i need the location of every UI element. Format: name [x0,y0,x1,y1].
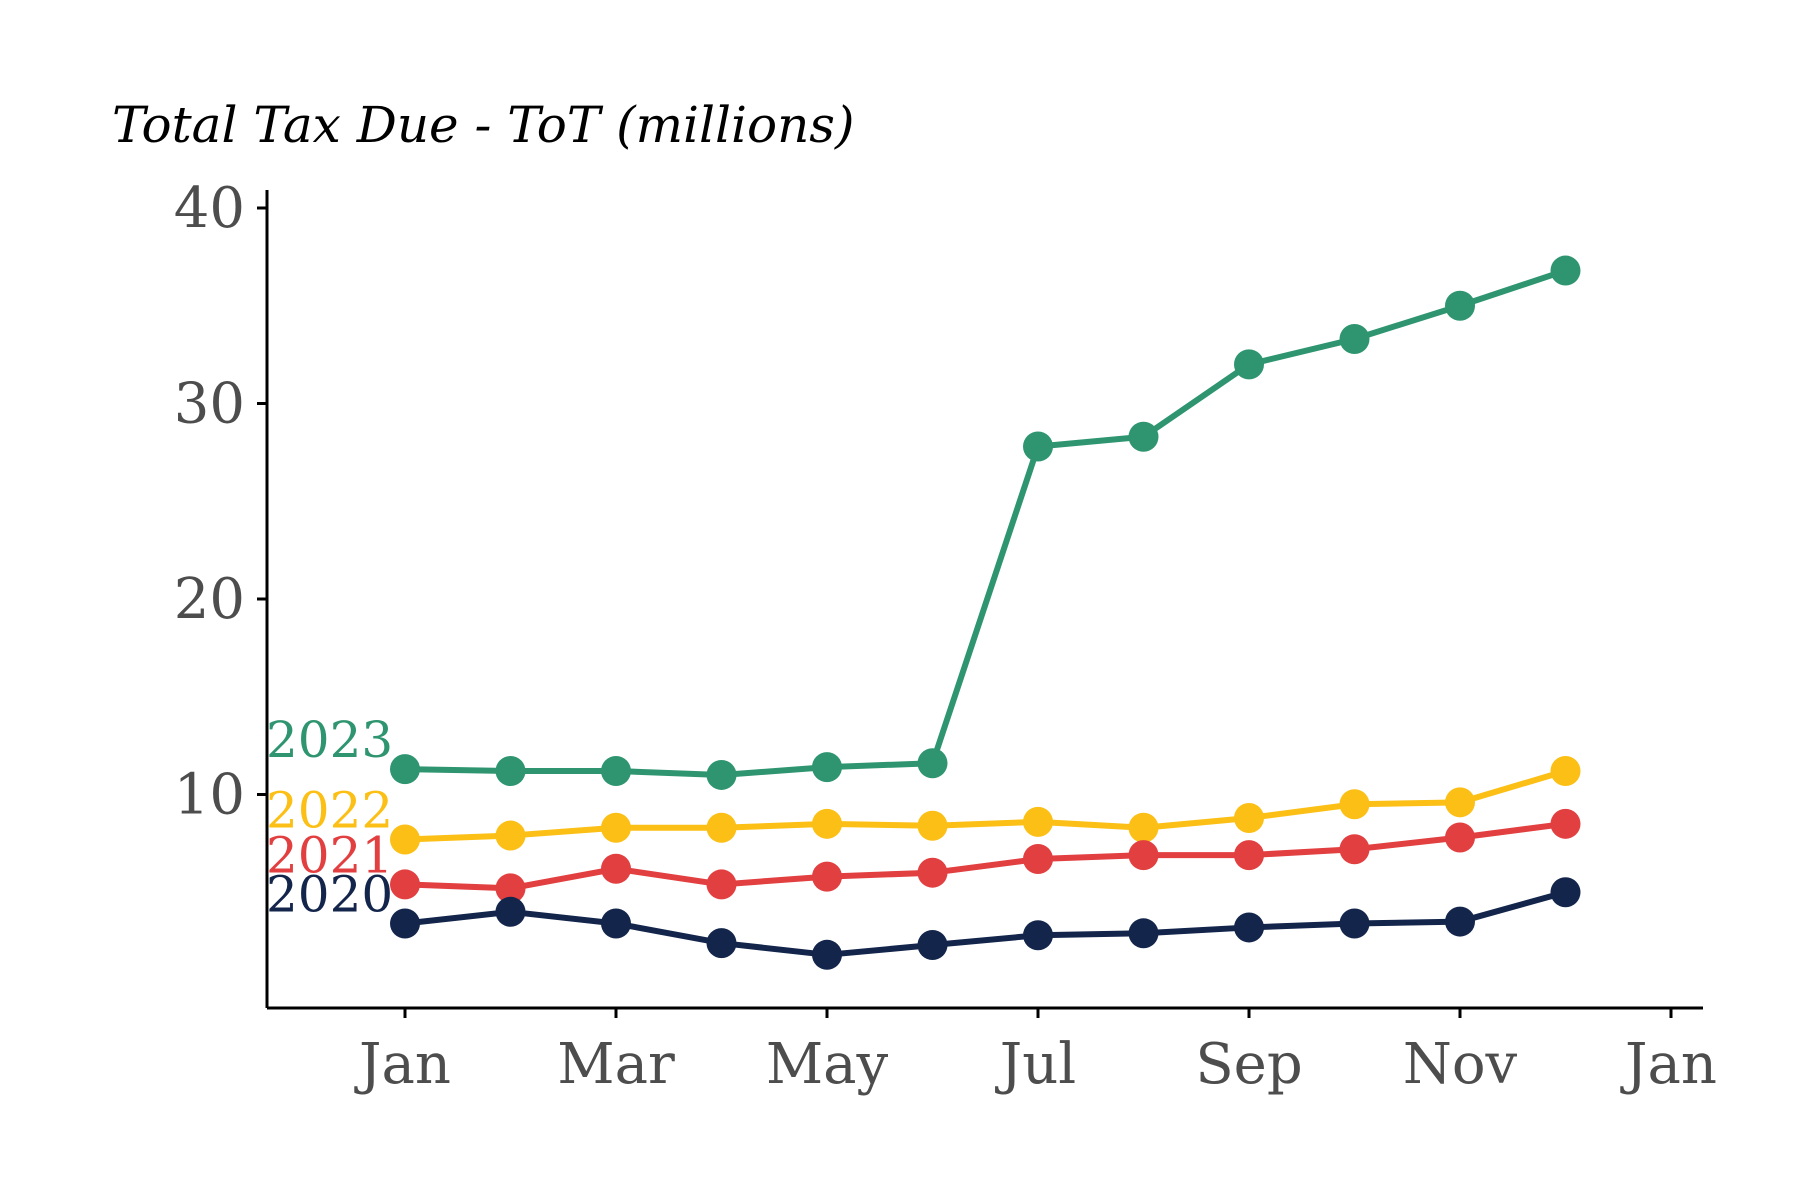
data-point [390,908,420,939]
data-point [1234,912,1264,943]
data-point [495,756,526,787]
x-ticks: Jan Mar May Jul Sep Nov Jan [354,1008,1717,1097]
x-tick-label: May [766,1032,889,1097]
data-point [812,861,842,892]
series-line [402,889,1569,958]
data-point [1339,789,1370,820]
data-point [706,928,737,959]
series-2021 [390,808,1581,904]
x-tick-label: Jul [995,1032,1076,1097]
data-point [1023,806,1053,837]
y-tick-label: 30 [174,372,245,437]
series-2023 [390,255,1581,790]
data-point [390,754,420,785]
series-label: 2023 [266,711,393,769]
data-point [917,748,948,779]
data-point [1445,822,1475,853]
data-point [495,873,526,904]
series-line [402,820,1569,892]
data-point [812,939,842,970]
data-point [1023,920,1053,951]
data-point [1550,877,1581,908]
series-2020 [390,877,1581,970]
data-point [706,869,737,900]
data-point [601,756,631,787]
data-point [1339,323,1370,354]
data-point [1550,808,1581,839]
series-layer [390,255,1581,970]
data-point [390,824,420,855]
data-point [917,810,948,841]
data-point [706,812,737,843]
data-point [1550,756,1581,787]
chart-title: Total Tax Due - ToT (millions) [112,96,854,154]
data-point [495,820,526,851]
data-point [1023,431,1053,462]
data-point [917,930,948,961]
data-point [1234,840,1264,871]
data-point [1445,290,1475,321]
series-label: 2021 [266,826,393,884]
data-point [1445,906,1475,937]
data-point [601,812,631,843]
y-tick-label: 10 [174,763,245,828]
series-line [402,267,1569,778]
data-point [1128,812,1159,843]
data-point [1445,787,1475,818]
data-point [1234,349,1264,380]
data-point [706,759,737,790]
x-tick-label: Jan [354,1032,451,1097]
data-point [812,808,842,839]
series-line [402,768,1569,843]
y-tick-label: 40 [174,176,245,241]
y-ticks: 10 20 30 40 [174,176,267,828]
data-point [1128,421,1159,452]
data-point [495,896,526,927]
series-label: 2020 [266,866,393,924]
data-point [1234,802,1264,833]
data-point [1128,840,1159,871]
data-point [601,853,631,884]
data-point [1550,255,1581,286]
data-point [1339,834,1370,865]
data-point [1339,908,1370,939]
series-2022 [390,756,1581,855]
data-point [390,869,420,900]
data-point [917,857,948,888]
x-tick-label: Nov [1403,1032,1518,1097]
x-tick-label: Mar [557,1032,675,1097]
y-tick-label: 20 [174,567,245,632]
data-point [1023,844,1053,875]
data-point [812,752,842,783]
series-label: 2022 [266,781,393,839]
x-tick-label: Jan [1620,1032,1717,1097]
data-point [601,908,631,939]
data-point [1128,918,1159,949]
x-tick-label: Sep [1195,1032,1302,1097]
